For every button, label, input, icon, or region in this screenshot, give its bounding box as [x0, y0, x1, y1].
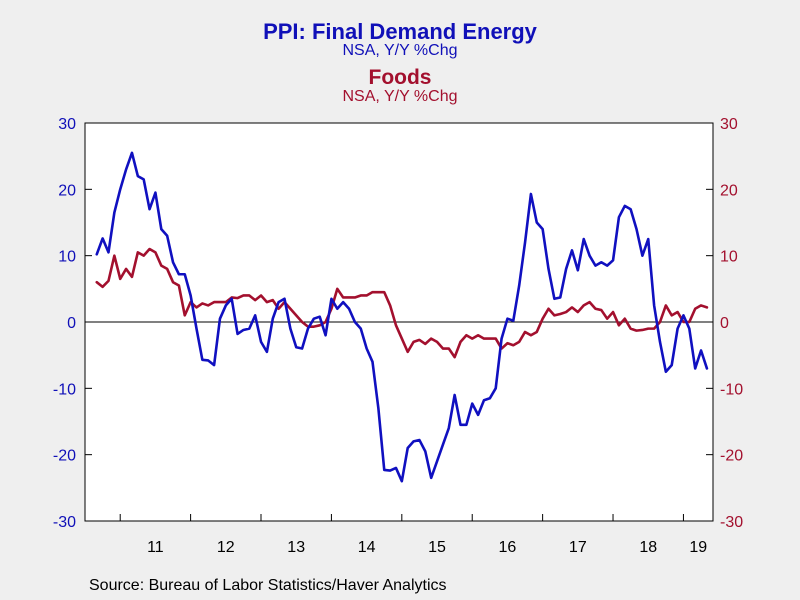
- x-tick-label: 14: [358, 539, 376, 556]
- series-line-foods: [95, 247, 709, 359]
- y-tick-label-right: -10: [720, 381, 743, 398]
- x-tick-label: 16: [499, 539, 517, 556]
- y-tick-label-right: -30: [720, 514, 743, 531]
- source-note: Source: Bureau of Labor Statistics/Haver…: [89, 577, 447, 594]
- x-tick-label: 17: [569, 539, 587, 556]
- chart-title-2: Foods: [368, 66, 432, 89]
- x-tick-label: 18: [639, 539, 657, 556]
- y-tick-label-right: -20: [720, 448, 743, 465]
- y-tick-label-left: -10: [53, 381, 76, 398]
- y-tick-label-left: -20: [53, 448, 76, 465]
- y-tick-label-right: 10: [720, 249, 738, 266]
- x-tick-label: 11: [147, 539, 164, 556]
- y-tick-label-left: -30: [53, 514, 76, 531]
- y-tick-label-left: 20: [58, 182, 76, 199]
- y-tick-label-left: 0: [67, 315, 76, 332]
- y-tick-label-right: 20: [720, 182, 738, 199]
- y-tick-label-right: 30: [720, 116, 738, 133]
- chart-subtitle: NSA, Y/Y %Chg: [342, 42, 458, 59]
- y-tick-label-left: 10: [58, 249, 76, 266]
- x-tick-label: 19: [689, 539, 707, 556]
- y-tick-label-left: 30: [58, 116, 76, 133]
- x-tick-label: 13: [287, 539, 305, 556]
- y-tick-label-right: 0: [720, 315, 729, 332]
- chart-subtitle-2: NSA, Y/Y %Chg: [342, 88, 458, 105]
- x-tick-label: 12: [217, 539, 235, 556]
- x-tick-label: 15: [428, 539, 446, 556]
- chart-title: PPI: Final Demand Energy: [263, 19, 537, 44]
- series-line-energy: [95, 151, 709, 483]
